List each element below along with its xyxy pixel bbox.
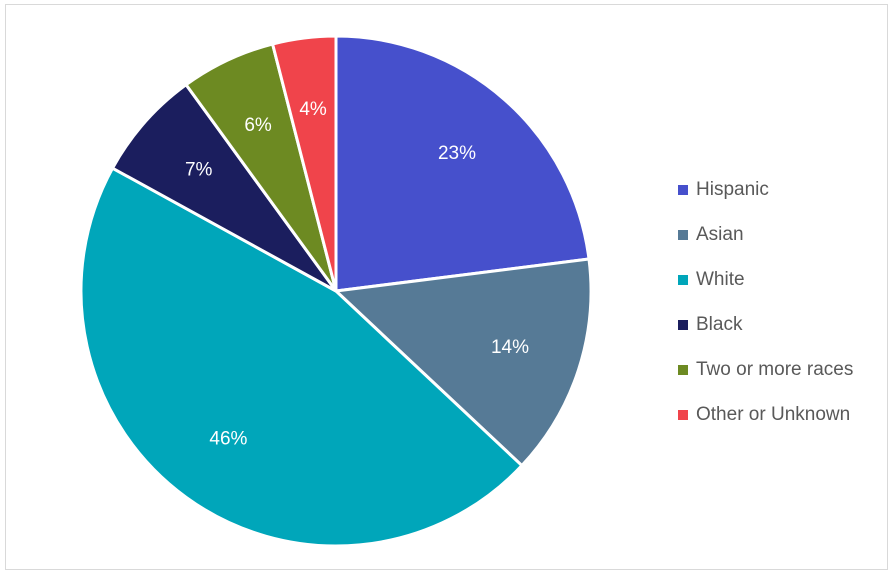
pie-slices (79, 34, 593, 548)
legend-item-white: White (678, 257, 888, 302)
pie-slice-asian (334, 257, 593, 468)
legend-item-asian: Asian (678, 212, 888, 257)
legend: Hispanic Asian White Black Two or more r… (678, 167, 888, 437)
pie-chart: 23% 14% 46% 7% 6% 4% (79, 34, 593, 548)
legend-swatch (678, 274, 688, 285)
legend-swatch (678, 319, 688, 330)
legend-item-black: Black (678, 302, 888, 347)
legend-label: Asian (696, 223, 744, 245)
data-label-other-or-unknown: 4% (299, 99, 327, 120)
pie-slice-white (79, 166, 524, 548)
pie-slice-hispanic (334, 34, 591, 293)
legend-item-hispanic: Hispanic (678, 167, 888, 212)
legend-swatch (678, 229, 688, 240)
chart-area: 23% 14% 46% 7% 6% 4% Hispanic Asian White Bla… (5, 4, 888, 570)
legend-swatch (678, 364, 688, 375)
pie-slice-other-or-unknown (271, 34, 338, 293)
legend-label: White (696, 268, 745, 290)
pie-data-labels: 23% 14% 46% 7% 6% 4% (185, 99, 529, 450)
legend-item-other-or-unknown: Other or Unknown (678, 392, 888, 437)
data-label-hispanic: 23% (438, 143, 476, 164)
legend-swatch (678, 184, 688, 195)
data-label-asian: 14% (491, 337, 529, 358)
legend-label: Black (696, 313, 743, 335)
legend-item-two-or-more-races: Two or more races (678, 347, 888, 392)
data-label-black: 7% (185, 160, 213, 181)
legend-swatch (678, 409, 688, 420)
pie-slice-black (111, 83, 338, 293)
data-label-white: 46% (209, 429, 247, 450)
data-label-two-or-more-races: 6% (244, 115, 272, 136)
legend-label: Hispanic (696, 178, 769, 200)
legend-label: Two or more races (696, 358, 854, 380)
legend-label: Other or Unknown (696, 403, 851, 425)
